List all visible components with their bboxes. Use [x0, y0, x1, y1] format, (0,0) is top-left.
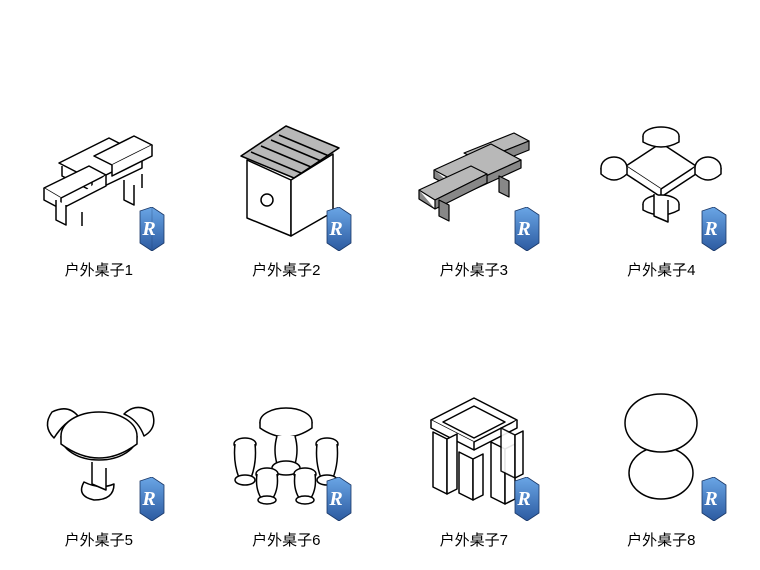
thumbnail-area: R [211, 363, 361, 523]
svg-text:R: R [329, 218, 343, 240]
revit-file-icon: R [134, 207, 170, 251]
file-item[interactable]: R 户外桌子5 [10, 290, 188, 550]
file-label: 户外桌子1 [65, 259, 133, 280]
file-label: 户外桌子8 [627, 529, 695, 550]
file-item[interactable]: R 户外桌子3 [385, 20, 563, 280]
file-label: 户外桌子6 [252, 529, 320, 550]
revit-file-icon: R [321, 207, 357, 251]
svg-text:R: R [704, 218, 718, 240]
revit-file-icon: R [696, 207, 732, 251]
file-item[interactable]: R 户外桌子4 [573, 20, 751, 280]
file-label: 户外桌子5 [65, 529, 133, 550]
file-label: 户外桌子4 [627, 259, 695, 280]
file-thumbnail-grid: R 户外桌子1 [0, 0, 760, 570]
thumbnail-area: R [399, 93, 549, 253]
file-item[interactable]: R 户外桌子8 [573, 290, 751, 550]
svg-text:R: R [704, 488, 718, 510]
svg-text:R: R [141, 488, 155, 510]
svg-text:R: R [516, 218, 530, 240]
revit-file-icon: R [134, 477, 170, 521]
svg-text:R: R [141, 218, 155, 240]
thumbnail-area: R [399, 363, 549, 523]
revit-file-icon: R [696, 477, 732, 521]
thumbnail-area: R [211, 93, 361, 253]
thumbnail-area: R [586, 363, 736, 523]
file-item[interactable]: R 户外桌子6 [198, 290, 376, 550]
file-label: 户外桌子2 [252, 259, 320, 280]
revit-file-icon: R [321, 477, 357, 521]
file-item[interactable]: R 户外桌子1 [10, 20, 188, 280]
file-label: 户外桌子7 [440, 529, 508, 550]
revit-file-icon: R [509, 207, 545, 251]
thumbnail-area: R [24, 363, 174, 523]
file-item[interactable]: R 户外桌子7 [385, 290, 563, 550]
revit-file-icon: R [509, 477, 545, 521]
thumbnail-area: R [586, 93, 736, 253]
thumbnail-area: R [24, 93, 174, 253]
file-label: 户外桌子3 [440, 259, 508, 280]
svg-text:R: R [329, 488, 343, 510]
svg-text:R: R [516, 488, 530, 510]
file-item[interactable]: R 户外桌子2 [198, 20, 376, 280]
